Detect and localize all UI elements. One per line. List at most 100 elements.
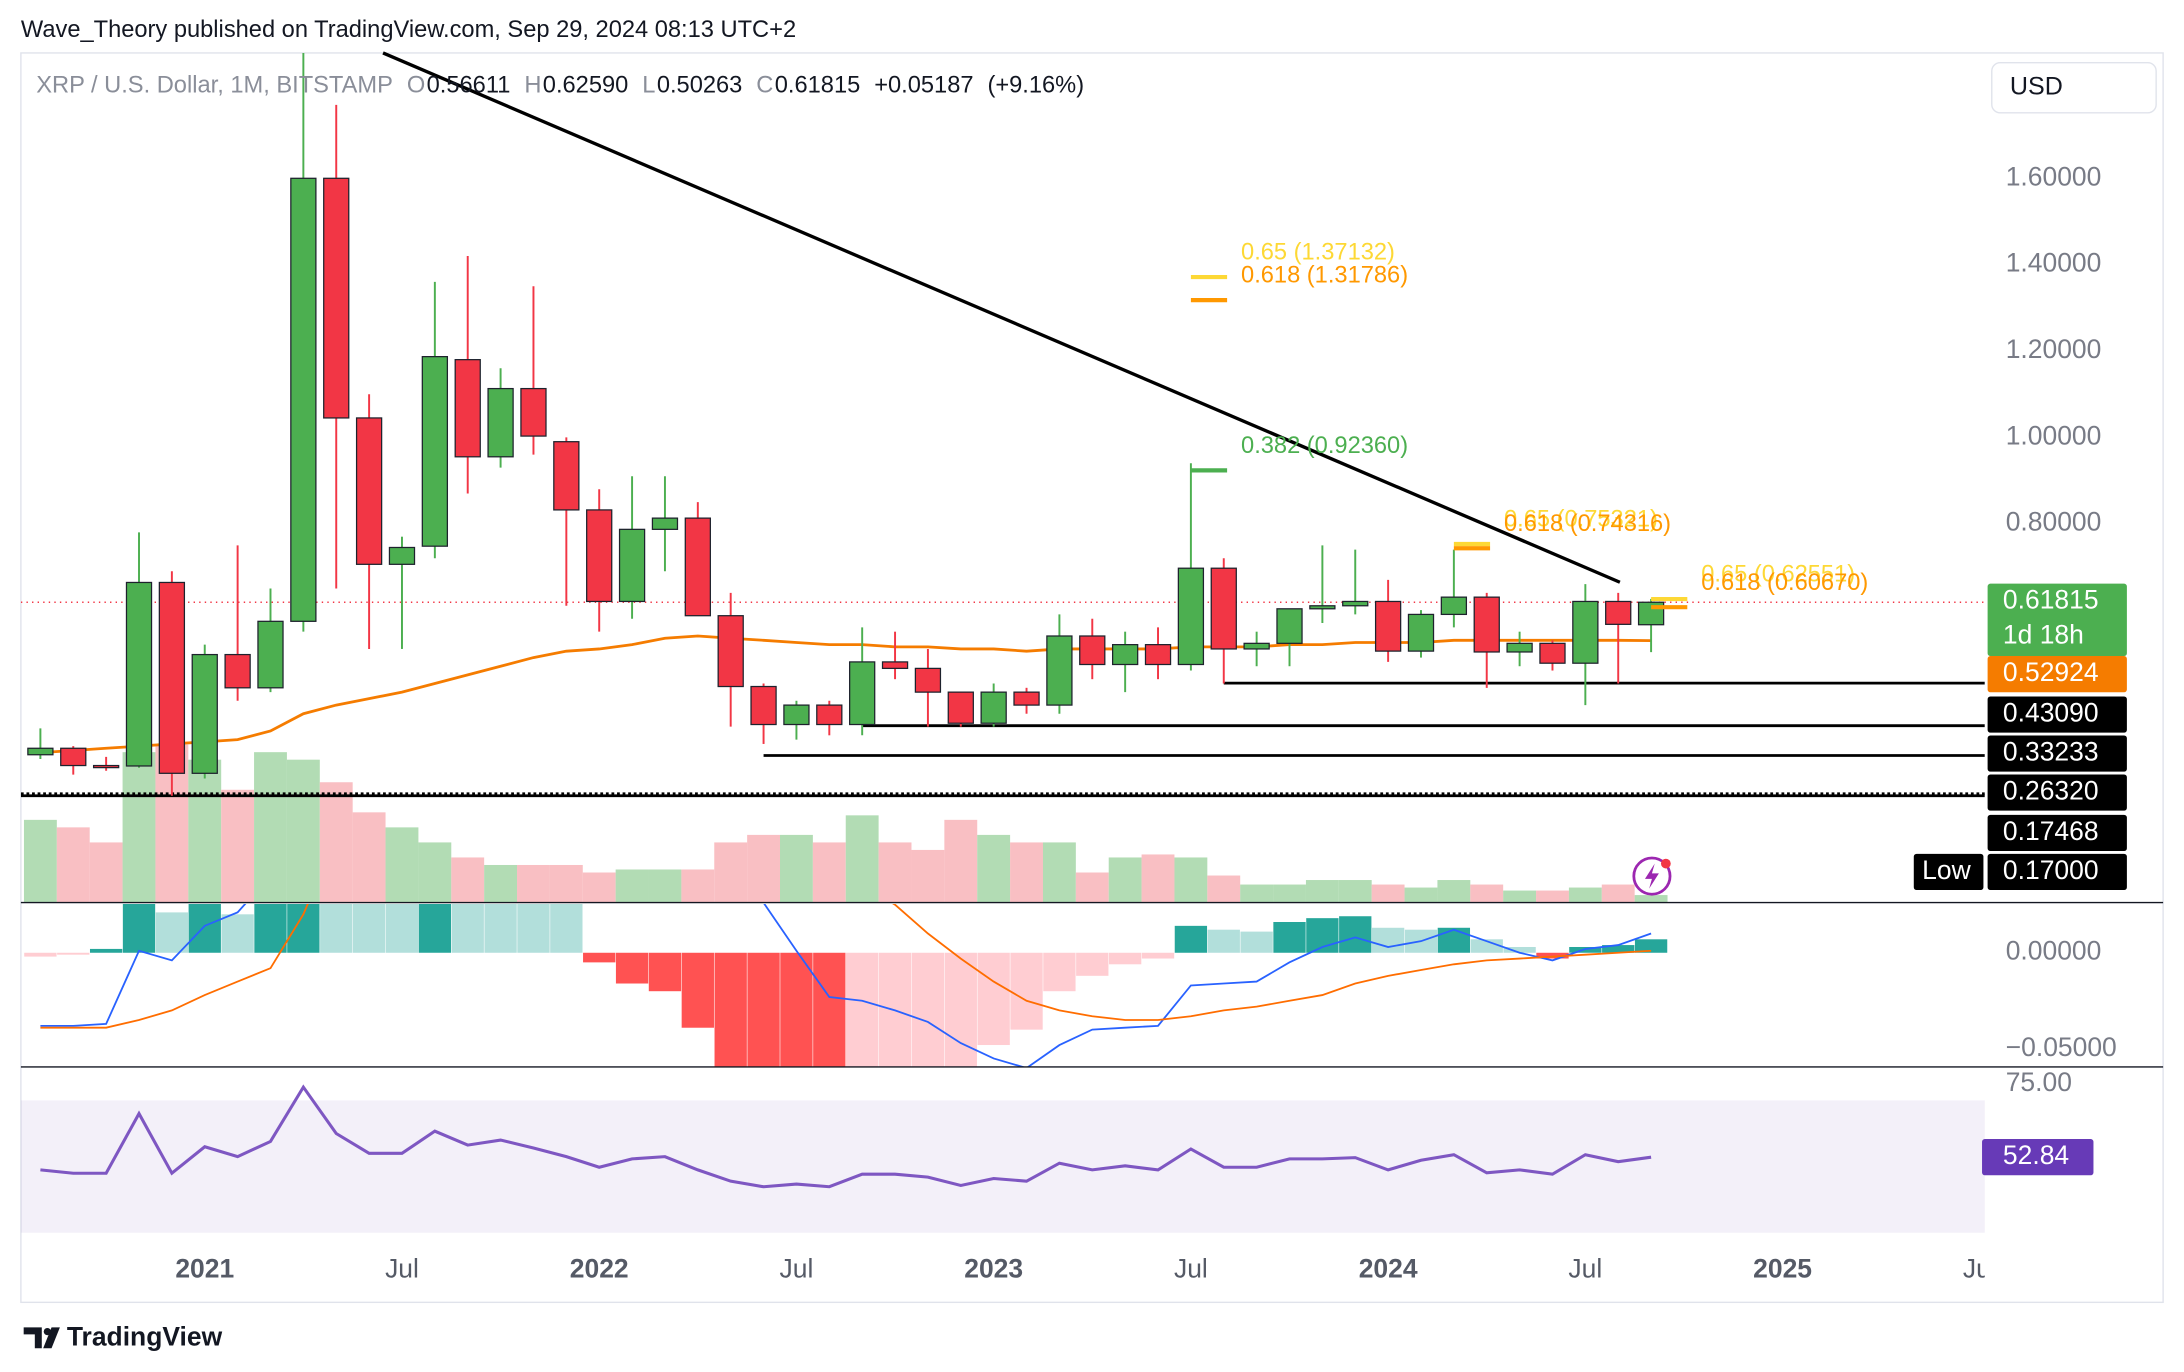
y-tick-label: 1.20000 (2006, 334, 2102, 364)
candle-body (1079, 635, 1106, 666)
macd-histogram-bar (846, 952, 879, 1067)
candle-body (1539, 642, 1566, 664)
candle-body (980, 691, 1007, 724)
volume-bar (1141, 854, 1175, 903)
volume-bar (648, 869, 682, 903)
candle-body (684, 517, 711, 617)
macd-histogram-bar (451, 903, 484, 953)
rsi-tick-label: 75.00 (2006, 1067, 2072, 1097)
candle-body (487, 387, 514, 458)
frame (20, 52, 2164, 1304)
candle-body (1144, 644, 1172, 666)
rsi-band (20, 1100, 1985, 1233)
legend-title: XRP / U.S. Dollar, 1M, BITSTAMP (36, 73, 393, 99)
legend-key: H (524, 73, 541, 99)
candle-body (816, 704, 843, 726)
volume-bar (517, 864, 550, 903)
candle-body (1243, 642, 1270, 650)
macd-histogram-bar (1240, 931, 1273, 953)
volume-bar (812, 842, 846, 903)
macd-histogram-bar (418, 903, 452, 953)
x-tick-label: Jul (780, 1253, 814, 1283)
price-label-box (1987, 774, 2127, 811)
macd-histogram-bar (977, 952, 1010, 1046)
volume-bar (1536, 890, 1569, 903)
candle-body (1111, 644, 1139, 666)
volume-bar (714, 842, 748, 903)
price-label: 0.26320 (2003, 776, 2099, 806)
fib-label: 0.65 (0.62551) (1701, 562, 1855, 588)
fib-label: 0.382 (0.92360) (1241, 433, 1408, 459)
volume-bar (122, 752, 156, 903)
candle-body (421, 356, 449, 547)
volume-bar (1108, 857, 1142, 903)
candle-body (1309, 605, 1336, 610)
fib-label: 0.618 (1.31786) (1241, 263, 1408, 289)
price-label-box (1987, 814, 2127, 852)
candle-body (60, 747, 87, 767)
candle-body (1374, 600, 1402, 652)
macd-histogram-bar (352, 903, 386, 953)
volume-bar (944, 819, 978, 903)
candle-body (783, 704, 810, 726)
price-label: 0.17468 (2003, 816, 2099, 846)
candle-body (618, 528, 646, 603)
candle-body (92, 764, 120, 769)
volume-bar (286, 759, 320, 903)
alert-bolt (1644, 863, 1659, 889)
volume-bar (418, 842, 452, 903)
candle-body (1407, 613, 1435, 652)
fib-label: 0.618 (0.60670) (1701, 570, 1868, 596)
candle-body (651, 517, 679, 530)
currency-box[interactable] (1991, 61, 2157, 114)
macd-histogram-bar (484, 903, 517, 953)
x-tick-label: Jul (1963, 1253, 1997, 1283)
volume-bar (1240, 884, 1274, 903)
macd-histogram-bar (780, 952, 813, 1067)
volume-bar (188, 759, 222, 903)
macd-histogram-bar (911, 952, 945, 1067)
currency[interactable]: USD (2010, 72, 2063, 100)
rsi-pane (40, 1084, 1652, 1189)
time-axis: 2021 Jul 2022 Jul 2023 Jul 2024 Jul 2025 Jul (175, 1253, 1997, 1283)
macd-histogram-bar (1141, 952, 1175, 959)
x-tick-label: 2023 (964, 1253, 1023, 1283)
candle-body (1276, 608, 1303, 644)
fib-label: 0.65 (1.37132) (1241, 240, 1395, 266)
volume-bar (451, 857, 485, 903)
volume-bar (1207, 875, 1241, 903)
candle-body (1013, 691, 1040, 706)
candle-body (1572, 600, 1599, 664)
x-tick-label: Jul (1174, 1253, 1208, 1283)
tag-label: Low (1922, 855, 1971, 885)
macd-histogram-bar (57, 952, 90, 955)
y-tick-label: 1.00000 (2006, 420, 2102, 450)
logo-mark (23, 1327, 42, 1349)
legend-value: 0.62590 (543, 73, 629, 99)
candle-body (191, 653, 218, 774)
candle-body (520, 387, 547, 437)
volume-bar (484, 864, 518, 903)
fib-label: 0.618 (0.74316) (1504, 511, 1671, 537)
candle-body (717, 615, 744, 688)
candle-body (881, 661, 909, 670)
candle-body (1210, 567, 1237, 650)
macd-histogram-bar (221, 914, 254, 953)
macd-histogram-bar (1207, 929, 1240, 953)
macd-histogram-bar (681, 952, 714, 1028)
price-label-box (1987, 853, 2127, 891)
rsi-value-label: 52.84 (2003, 1140, 2069, 1170)
logo-mark (43, 1327, 60, 1349)
alert-icon[interactable] (1632, 856, 1672, 896)
macd-histogram-bar (254, 903, 287, 953)
candle-body (750, 685, 777, 726)
macd-histogram-bar (1371, 927, 1405, 953)
candle-body (1046, 635, 1073, 706)
price-label: 0.61815 (2003, 585, 2099, 615)
candle-body (553, 441, 580, 511)
rsi-value-box (1982, 1139, 2094, 1176)
legend-value: 0.61815 (775, 73, 861, 99)
axes: 0.80000 1.00000 1.20000 1.40000 1.60000 0.618… (1913, 161, 2127, 1176)
price-label-box (1987, 656, 2127, 693)
